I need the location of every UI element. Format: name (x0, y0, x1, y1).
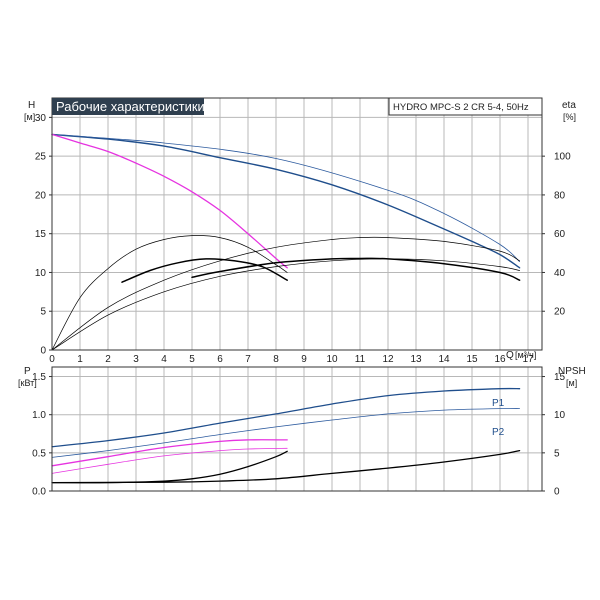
top-curve-4 (121, 258, 288, 283)
npsh-axis-unit: [м] (566, 378, 577, 388)
left-tick-label: 25 (35, 152, 47, 163)
left-tick-label: 0 (40, 346, 46, 357)
h-axis-unit: [м] (24, 112, 35, 122)
x-tick-label: 7 (245, 354, 251, 365)
x-tick-label: 14 (438, 354, 450, 365)
left-tick-label: 30 (35, 113, 47, 124)
x-tick-label: 8 (273, 354, 279, 365)
bottom-curve-0 (51, 387, 521, 448)
left-tick-label: 5 (40, 307, 46, 318)
bottom-curve-1 (51, 408, 520, 458)
right-tick-label: 40 (554, 268, 566, 279)
x-tick-label: 13 (410, 354, 422, 365)
p-axis-label: P (24, 366, 31, 377)
x-tick-label: 1 (77, 354, 83, 365)
top-curve-2 (51, 133, 288, 269)
x-tick-label: 16 (494, 354, 506, 365)
x-tick-label: 2 (105, 354, 111, 365)
left-tick-label: 0.0 (32, 487, 46, 498)
x-tick-label: 6 (217, 354, 223, 365)
top-curve-0 (51, 133, 521, 269)
left-tick-label: 15 (35, 229, 47, 240)
bottom-plot-frame (51, 366, 543, 492)
left-tick-label: 10 (35, 268, 47, 279)
top-curve-7 (191, 257, 521, 281)
right-tick-label: 10 (554, 410, 566, 421)
x-tick-label: 12 (382, 354, 394, 365)
bottom-curve-2 (51, 439, 288, 467)
chart-title: Рабочие характеристики (56, 99, 205, 114)
curve-layer (51, 133, 521, 484)
top-curve-1 (51, 134, 520, 262)
right-tick-label: 15 (554, 372, 566, 383)
q-axis-unit: [м³/ч] (515, 350, 536, 360)
left-tick-label: 1.5 (32, 372, 46, 383)
top-curve-6 (51, 258, 520, 351)
x-tick-label: 9 (301, 354, 307, 365)
top-curve-3 (51, 235, 288, 351)
bottom-curve-4 (51, 450, 288, 484)
x-tick-label: 4 (161, 354, 167, 365)
left-tick-label: 20 (35, 190, 47, 201)
x-tick-label: 5 (189, 354, 195, 365)
eta-axis-label: eta (562, 100, 576, 111)
x-tick-label: 11 (355, 354, 366, 365)
q-axis-label: Q (506, 350, 514, 361)
grid-layer (52, 98, 542, 491)
npsh-axis-label: NPSH (558, 366, 586, 377)
right-tick-label: 20 (554, 307, 566, 318)
x-tick-label: 0 (49, 354, 55, 365)
right-tick-label: 0 (554, 487, 560, 498)
frame-layer (51, 97, 543, 492)
bottom-curve-3 (51, 447, 288, 474)
x-tick-label: 3 (133, 354, 139, 365)
p2-curve-label: P2 (492, 427, 505, 438)
left-tick-label: 0.5 (32, 448, 46, 459)
model-box (388, 97, 543, 116)
right-tick-label: 60 (554, 229, 566, 240)
h-axis-label: H (28, 100, 35, 111)
bottom-curve-5 (51, 449, 521, 484)
top-curve-5 (51, 236, 520, 351)
right-tick-label: 5 (554, 448, 560, 459)
p-axis-unit: [кВт] (18, 378, 37, 388)
eta-axis-unit: [%] (563, 112, 576, 122)
p1-curve-label: P1 (492, 398, 505, 409)
x-tick-label: 15 (466, 354, 478, 365)
right-tick-label: 80 (554, 190, 566, 201)
title-box (52, 98, 204, 115)
top-plot-frame (51, 97, 543, 351)
x-tick-label: 10 (326, 354, 338, 365)
left-tick-label: 1.0 (32, 410, 46, 421)
model-label: HYDRO MPC-S 2 CR 5-4, 50Hz (393, 102, 529, 113)
right-tick-label: 100 (554, 152, 571, 163)
x-tick-label: 17 (522, 354, 534, 365)
